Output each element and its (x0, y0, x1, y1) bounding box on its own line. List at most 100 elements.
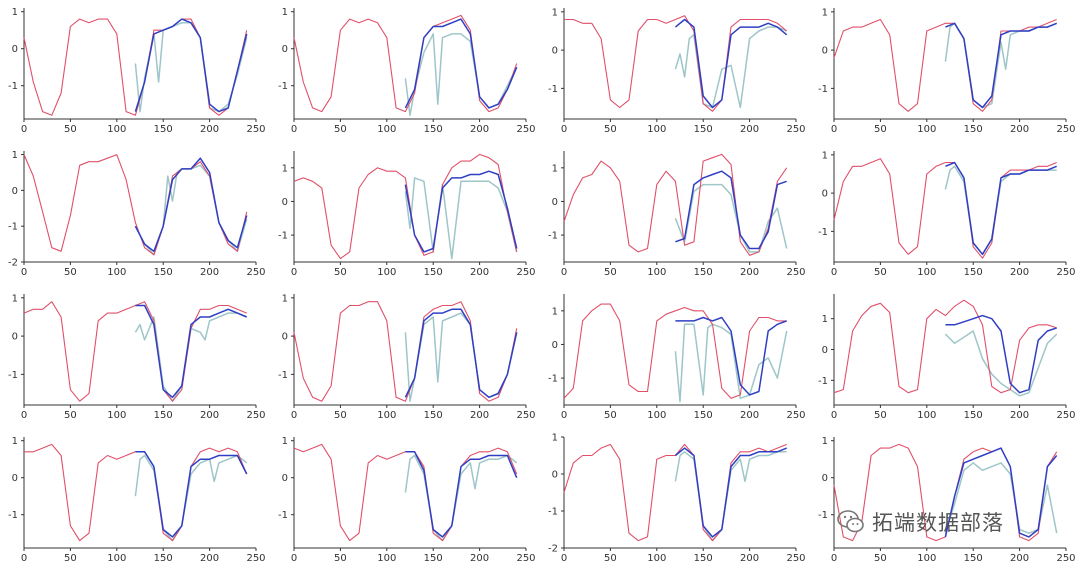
y-tick-label: 1 (552, 163, 558, 174)
y-tick-label: 0 (12, 186, 18, 197)
x-tick-label: 250 (246, 410, 265, 421)
series-line-forecast_a (404, 170, 518, 253)
x-tick-label: 50 (64, 410, 77, 421)
x-tick-label: 0 (561, 124, 567, 135)
series-line-forecast_a (134, 18, 248, 113)
x-tick-label: 50 (64, 267, 77, 278)
y-tick-label: 0 (822, 189, 828, 200)
series-line-actual (23, 18, 248, 116)
panel-3-3: 0 50 100 150 200 250 -1 0 1 (818, 436, 1076, 564)
y-tick-label: 0 (12, 473, 18, 484)
series-line-forecast_a (135, 304, 247, 399)
series-line-forecast_b (674, 183, 788, 253)
watermark: 拓端数据部落 (836, 505, 1076, 539)
x-tick-label: 0 (831, 553, 837, 564)
y-tick-label: -1 (548, 231, 558, 242)
x-tick-label: 0 (21, 267, 27, 278)
x-tick-label: 200 (1010, 410, 1029, 421)
x-tick-label: 50 (64, 553, 77, 564)
y-tick-label: 1 (12, 436, 18, 447)
panel-0-2: 0 50 100 150 200 250 -1 0 1 (548, 7, 806, 135)
series-line-forecast_a (404, 18, 518, 109)
series-line-forecast_a (674, 18, 788, 109)
x-tick-label: 250 (516, 410, 535, 421)
series-line-actual (293, 153, 518, 260)
x-tick-label: 0 (291, 410, 297, 421)
x-tick-label: 250 (516, 553, 535, 564)
x-tick-label: 100 (917, 124, 936, 135)
x-tick-label: 150 (694, 124, 713, 135)
x-tick-label: 200 (1010, 553, 1029, 564)
y-tick-label: -1 (548, 374, 558, 385)
y-tick-label: 1 (282, 163, 288, 174)
x-tick-label: 0 (561, 267, 567, 278)
x-tick-label: 100 (917, 410, 936, 421)
x-tick-label: 200 (200, 553, 219, 564)
x-tick-label: 250 (786, 553, 805, 564)
series-line-actual (563, 153, 788, 256)
y-tick-label: 0 (552, 470, 558, 481)
series-line-actual (833, 158, 1057, 259)
x-tick-label: 250 (786, 124, 805, 135)
x-tick-label: 50 (874, 124, 887, 135)
panel-0-0: 0 50 100 150 200 250 -1 0 1 (8, 7, 266, 135)
x-tick-label: 50 (604, 267, 617, 278)
series-line-forecast_a (675, 170, 787, 250)
y-tick-label: -1 (8, 81, 18, 92)
x-tick-label: 0 (831, 410, 837, 421)
y-tick-label: -1 (8, 370, 18, 381)
x-tick-label: 100 (647, 267, 666, 278)
series-line-forecast_b (404, 177, 518, 260)
x-tick-label: 150 (964, 553, 983, 564)
x-tick-label: 250 (1056, 410, 1075, 421)
y-tick-label: -1 (818, 84, 828, 95)
y-tick-label: 0 (822, 46, 828, 57)
x-tick-label: 250 (786, 410, 805, 421)
x-tick-label: 100 (107, 124, 126, 135)
x-tick-label: 150 (964, 267, 983, 278)
x-tick-label: 50 (604, 410, 617, 421)
panel-1-2: 0 50 100 150 200 250 -1 0 1 (548, 151, 806, 278)
x-tick-label: 150 (424, 553, 443, 564)
y-tick-label: 0 (12, 44, 18, 55)
x-tick-label: 200 (470, 267, 489, 278)
y-tick-label: -1 (8, 510, 18, 521)
y-tick-label: -1 (818, 510, 828, 521)
x-tick-label: 150 (694, 267, 713, 278)
y-tick-label: -1 (278, 510, 288, 521)
x-tick-label: 0 (831, 267, 837, 278)
y-tick-label: -1 (8, 222, 18, 233)
series-line-forecast_a (945, 161, 1057, 256)
x-tick-label: 250 (246, 553, 265, 564)
x-tick-label: 50 (334, 267, 347, 278)
x-tick-label: 50 (874, 553, 887, 564)
series-line-actual (833, 18, 1057, 112)
x-tick-label: 100 (107, 553, 126, 564)
x-tick-label: 0 (21, 553, 27, 564)
x-tick-label: 100 (917, 267, 936, 278)
y-tick-label: -2 (548, 544, 558, 555)
x-tick-label: 200 (200, 267, 219, 278)
x-tick-label: 150 (154, 553, 173, 564)
series-line-actual (293, 443, 518, 542)
series-line-actual (563, 443, 787, 542)
series-line-actual (563, 303, 787, 399)
series-line-forecast_b (134, 454, 248, 542)
x-tick-label: 250 (516, 124, 535, 135)
x-tick-label: 50 (334, 124, 347, 135)
x-tick-label: 0 (291, 267, 297, 278)
x-tick-label: 150 (964, 410, 983, 421)
panel-2-2: 0 50 100 150 200 250 -1 0 1 (548, 294, 806, 421)
x-tick-label: 250 (516, 267, 535, 278)
x-tick-label: 200 (200, 410, 219, 421)
x-tick-label: 0 (561, 410, 567, 421)
panel-2-3: 0 50 100 150 200 250 -1 0 1 (818, 294, 1076, 421)
y-tick-label: 0 (552, 46, 558, 57)
y-tick-label: 1 (282, 436, 288, 447)
y-tick-label: 1 (552, 7, 558, 18)
x-tick-label: 200 (740, 124, 759, 135)
x-tick-label: 100 (377, 553, 396, 564)
x-tick-label: 150 (694, 410, 713, 421)
x-tick-label: 150 (154, 267, 173, 278)
y-tick-label: 1 (822, 436, 828, 447)
